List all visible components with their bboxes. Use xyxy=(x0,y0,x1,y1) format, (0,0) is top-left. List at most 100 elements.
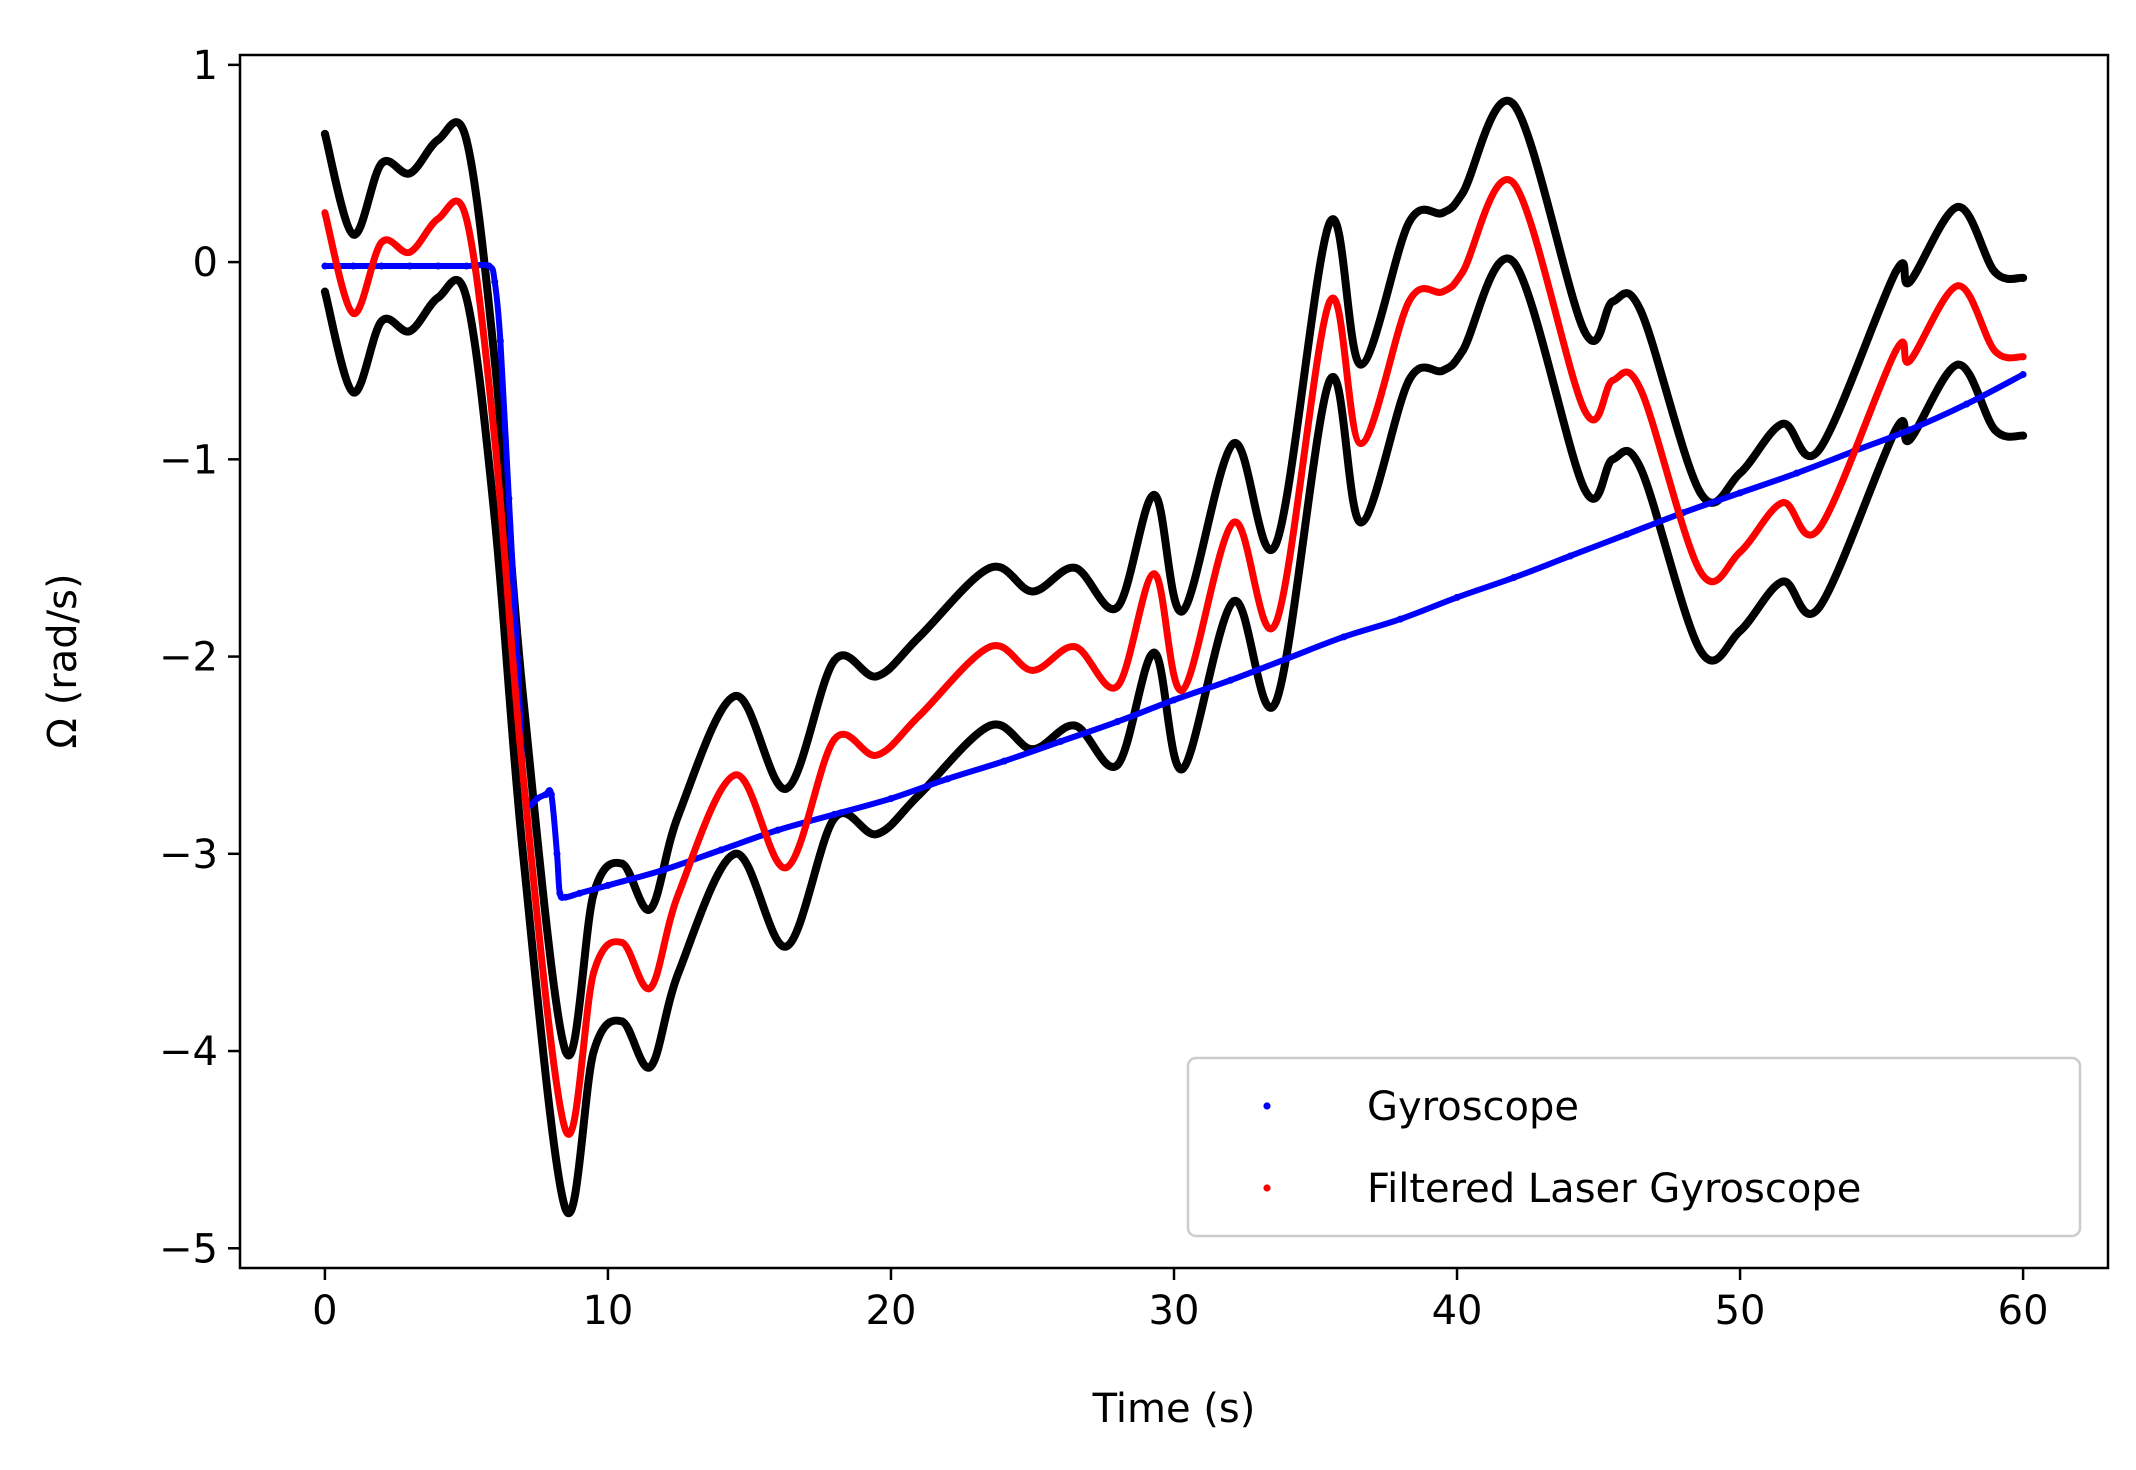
data-point xyxy=(1815,524,1823,532)
data-point xyxy=(542,791,550,799)
data-point xyxy=(406,248,414,256)
data-point xyxy=(1991,347,1999,355)
data-point xyxy=(1779,499,1787,507)
data-point xyxy=(1623,530,1631,538)
data-point xyxy=(533,795,541,803)
data-point xyxy=(675,889,683,897)
envelope-point xyxy=(1325,376,1334,385)
envelope-point xyxy=(462,135,471,144)
data-point xyxy=(561,1126,569,1134)
y-tick-label: −1 xyxy=(159,437,218,483)
data-point xyxy=(1028,666,1036,674)
envelope-point xyxy=(674,810,683,819)
envelope-point xyxy=(377,159,386,168)
envelope-point xyxy=(646,905,655,914)
data-point xyxy=(944,775,952,783)
data-point xyxy=(1396,615,1404,623)
data-point xyxy=(1071,643,1079,651)
envelope-point xyxy=(349,388,358,397)
y-tick-label: −4 xyxy=(159,1029,218,1075)
data-point xyxy=(774,826,782,834)
envelope-point xyxy=(1150,648,1159,657)
envelope-point xyxy=(1229,597,1238,606)
data-point xyxy=(1000,757,1008,765)
envelope-point xyxy=(405,169,414,178)
data-point xyxy=(378,238,386,246)
envelope-point xyxy=(1608,455,1617,464)
data-point xyxy=(496,337,504,345)
data-point xyxy=(349,309,357,317)
data-point xyxy=(1057,737,1065,745)
legend-label-filtered-laser-gyroscope: Filtered Laser Gyroscope xyxy=(1367,1166,1861,1212)
envelope-point xyxy=(986,563,995,572)
envelope-point xyxy=(2019,273,2028,282)
envelope-point xyxy=(320,129,329,138)
data-point xyxy=(485,262,493,270)
envelope-point xyxy=(1637,465,1645,474)
data-point xyxy=(1580,406,1588,414)
envelope-point xyxy=(646,1062,655,1071)
data-point xyxy=(561,893,569,901)
data-point xyxy=(604,881,612,889)
data-point xyxy=(661,866,669,874)
x-tick-label: 60 xyxy=(1998,1288,2049,1334)
data-point xyxy=(1736,489,1744,497)
envelope-point xyxy=(618,1017,627,1026)
envelope-point xyxy=(1458,189,1467,198)
envelope-point xyxy=(320,287,329,296)
envelope-point xyxy=(872,672,881,681)
data-point xyxy=(1283,655,1291,663)
legend-label-gyroscope: Gyroscope xyxy=(1367,1084,1579,1130)
data-point xyxy=(2019,353,2027,361)
envelope-point xyxy=(490,356,499,365)
data-point xyxy=(1405,298,1413,306)
x-tick-label: 30 xyxy=(1149,1288,1200,1334)
legend-box xyxy=(1186,1056,2082,1238)
data-point xyxy=(1326,298,1334,306)
envelope-point xyxy=(1271,540,1280,549)
envelope-point xyxy=(1113,761,1122,770)
envelope-point xyxy=(434,135,443,144)
series-layer xyxy=(320,96,2028,1217)
data-point xyxy=(553,850,561,858)
data-point xyxy=(618,939,626,947)
data-point xyxy=(1892,347,1900,355)
data-point xyxy=(1793,469,1801,477)
envelope-point xyxy=(2019,431,2028,440)
envelope-point xyxy=(731,692,740,701)
data-point xyxy=(1906,357,1914,365)
envelope-point xyxy=(1696,488,1705,497)
data-point xyxy=(1962,400,1970,408)
x-tick-label: 20 xyxy=(866,1288,917,1334)
data-point xyxy=(1340,633,1348,641)
envelope-point xyxy=(1229,439,1238,448)
data-point xyxy=(1453,593,1461,601)
data-point xyxy=(1113,718,1121,726)
data-point xyxy=(462,262,470,270)
envelope-point xyxy=(561,1204,570,1213)
data-point xyxy=(986,643,994,651)
y-tick-label: 0 xyxy=(193,240,218,286)
data-point xyxy=(2019,371,2027,379)
data-point xyxy=(321,262,329,270)
data-point xyxy=(519,771,527,779)
envelope-point xyxy=(462,293,471,302)
data-point xyxy=(378,262,386,270)
data-point xyxy=(1736,548,1744,556)
envelope-point xyxy=(1608,297,1617,306)
data-point xyxy=(1637,386,1645,394)
envelope-point xyxy=(1438,366,1447,375)
envelope-point xyxy=(1028,587,1037,596)
envelope-point xyxy=(561,1047,570,1056)
data-point xyxy=(434,262,442,270)
y-tick-label: −2 xyxy=(159,635,218,681)
envelope-point xyxy=(674,968,683,977)
envelope-point xyxy=(1178,764,1187,773)
data-point xyxy=(1696,568,1704,576)
envelope-point xyxy=(1953,360,1962,369)
envelope-point xyxy=(1438,208,1447,217)
envelope-point xyxy=(1815,603,1824,612)
y-tick-label: 1 xyxy=(193,43,218,89)
envelope-point xyxy=(1070,563,1079,572)
x-axis-ticks: 0 10 20 30 40 50 60 xyxy=(312,1268,2049,1334)
